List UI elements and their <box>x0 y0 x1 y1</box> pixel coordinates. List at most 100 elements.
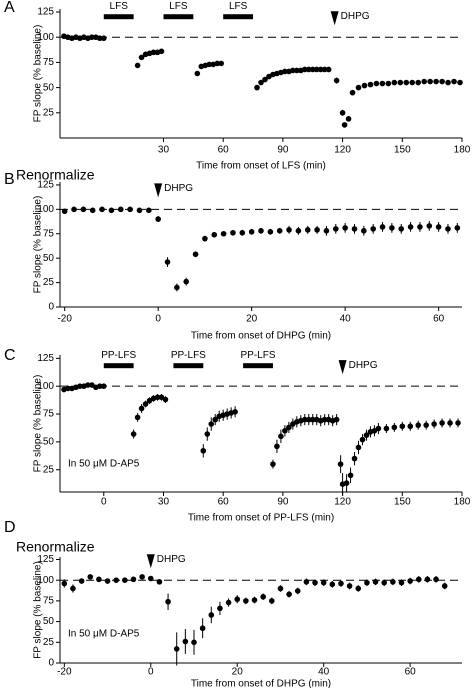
x-tick-label: 90 <box>277 145 289 156</box>
data-point <box>349 89 356 96</box>
data-point <box>183 278 190 285</box>
y-axis-label: FP slope (% baseline) <box>33 25 44 123</box>
data-point <box>313 66 320 73</box>
y-axis-label: FP slope (% baseline) <box>33 561 44 659</box>
x-tick-label: 180 <box>454 145 471 156</box>
data-point <box>87 574 94 580</box>
data-point <box>355 84 362 91</box>
data-point <box>251 597 258 603</box>
x-tick-label: 120 <box>334 497 351 508</box>
data-point <box>351 455 358 462</box>
data-point <box>217 605 223 612</box>
data-point <box>142 401 149 407</box>
data-point <box>146 207 152 214</box>
stimulus-label: PP-LFS <box>171 350 206 361</box>
y-axis-label: FP slope (% baseline) <box>33 375 44 473</box>
arrow <box>338 360 347 375</box>
y-tick-label: 100 <box>37 32 54 43</box>
data-point <box>403 79 410 86</box>
stimulus-bar <box>243 363 273 369</box>
x-tick-label: 40 <box>340 314 352 325</box>
data-point <box>398 579 405 586</box>
data-point <box>379 80 386 87</box>
data-point <box>337 461 344 467</box>
data-point <box>243 598 249 604</box>
data-point <box>117 206 124 213</box>
data-point <box>269 598 275 604</box>
data-point <box>162 396 169 403</box>
arrow-label: DHPG <box>349 360 378 371</box>
data-point <box>351 226 358 232</box>
data-point <box>147 575 154 582</box>
x-tick-label: -20 <box>57 314 72 325</box>
data-point <box>407 224 414 230</box>
data-point <box>122 577 128 583</box>
data-point <box>71 206 77 213</box>
data-point <box>258 228 264 234</box>
data-point <box>303 579 310 585</box>
data-point <box>304 227 311 233</box>
panel-label: B <box>4 171 15 188</box>
y-tick-label: 50 <box>43 253 55 264</box>
data-point <box>355 585 362 592</box>
panel-label: C <box>4 347 16 364</box>
data-point <box>97 383 103 389</box>
data-point <box>423 422 429 428</box>
data-point <box>138 54 145 61</box>
x-tick-label: 120 <box>334 145 351 156</box>
x-tick-label: 0 <box>101 497 107 508</box>
y-tick-label: 25 <box>43 464 55 475</box>
data-point <box>286 424 292 431</box>
data-point <box>136 207 143 214</box>
y-tick-label: 75 <box>43 228 55 239</box>
data-point <box>270 461 276 467</box>
data-point <box>321 66 328 73</box>
data-point <box>248 229 255 235</box>
x-tick-label: 60 <box>218 497 230 508</box>
arrow <box>146 554 155 569</box>
data-point <box>389 225 395 231</box>
data-point <box>439 78 445 85</box>
y-tick-label: 75 <box>43 57 55 68</box>
data-point <box>426 223 433 229</box>
data-point <box>139 574 145 580</box>
data-point <box>104 578 111 584</box>
stimulus-bar <box>173 363 204 369</box>
data-point <box>441 583 448 589</box>
data-point <box>445 79 451 86</box>
data-point <box>317 66 324 73</box>
data-point <box>89 34 95 41</box>
panel-label: A <box>4 0 15 16</box>
data-point <box>373 80 380 87</box>
data-point <box>323 228 330 234</box>
data-point <box>451 78 457 85</box>
data-point <box>154 394 161 401</box>
data-point <box>439 420 445 426</box>
data-point <box>77 383 83 389</box>
data-point <box>61 580 68 587</box>
data-point <box>359 436 366 443</box>
data-point <box>435 224 442 230</box>
stimulus-label: LFS <box>110 1 129 12</box>
data-point <box>415 576 422 583</box>
data-point <box>155 216 161 222</box>
data-point <box>399 423 406 430</box>
data-point <box>333 416 340 423</box>
data-point <box>290 67 296 74</box>
data-point <box>295 228 302 234</box>
data-point <box>309 66 316 73</box>
data-point <box>80 206 87 213</box>
y-tick-label: 25 <box>43 277 55 288</box>
data-point <box>182 638 189 645</box>
data-point <box>97 35 103 42</box>
x-tick-label: 90 <box>277 497 289 508</box>
data-point <box>385 80 392 87</box>
data-point <box>424 576 431 583</box>
data-point <box>431 421 437 427</box>
data-point <box>208 421 215 427</box>
data-point <box>305 66 312 73</box>
data-point <box>294 588 301 594</box>
stimulus-label: PP-LFS <box>241 350 276 361</box>
x-axis-label: Time from onset of DHPG (min) <box>191 679 331 688</box>
data-point <box>415 79 422 86</box>
